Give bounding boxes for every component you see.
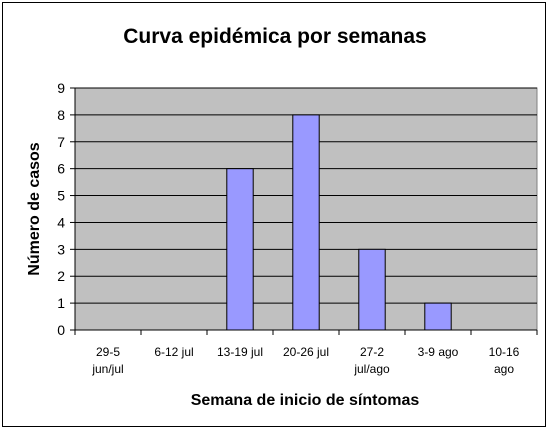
y-tick-label: 8	[57, 107, 65, 123]
x-tick-label: 20-26 jul	[283, 345, 329, 359]
y-tick-label: 2	[57, 268, 65, 284]
bars	[226, 114, 452, 331]
bar	[424, 302, 452, 331]
bar	[226, 168, 254, 331]
x-tick-label: 6-12 jul	[154, 345, 193, 359]
y-tick-label: 3	[57, 241, 65, 257]
x-tick-label: 13-19 jul	[217, 345, 263, 359]
y-axis-title: Número de casos	[26, 142, 43, 275]
x-tick-label: 3-9 ago	[418, 345, 459, 359]
y-tick-label: 7	[57, 134, 65, 150]
chart-title: Curva epidémica por semanas	[123, 25, 426, 48]
bar	[358, 248, 386, 331]
y-tick-label: 0	[57, 322, 65, 338]
x-tick-label: 29-5 jun/jul	[91, 345, 123, 376]
x-tick-label: 10-16 ago	[489, 345, 520, 376]
bar	[292, 114, 320, 331]
y-tick-label: 4	[57, 214, 65, 230]
bar-chart: Curva epidémica por semanas 0 1 2 3 4 5 6 7 8 9 2…	[26, 25, 538, 409]
y-tick-labels: 0 1 2 3 4 5 6 7 8 9	[57, 80, 65, 338]
chart-frame: Curva epidémica por semanas 0 1 2 3 4 5 6 7 8 9 2…	[2, 2, 546, 427]
axes	[70, 87, 538, 335]
x-tick-labels: 29-5 jun/jul 6-12 jul 13-19 jul 20-26 jul 27-…	[91, 345, 519, 376]
x-tick-label: 27-2 jul/ago	[353, 345, 390, 376]
x-axis-title: Semana de inicio de síntomas	[191, 392, 420, 409]
y-tick-label: 9	[57, 80, 65, 96]
y-tick-label: 6	[57, 161, 65, 177]
y-tick-label: 5	[57, 188, 65, 204]
y-tick-label: 1	[57, 295, 65, 311]
